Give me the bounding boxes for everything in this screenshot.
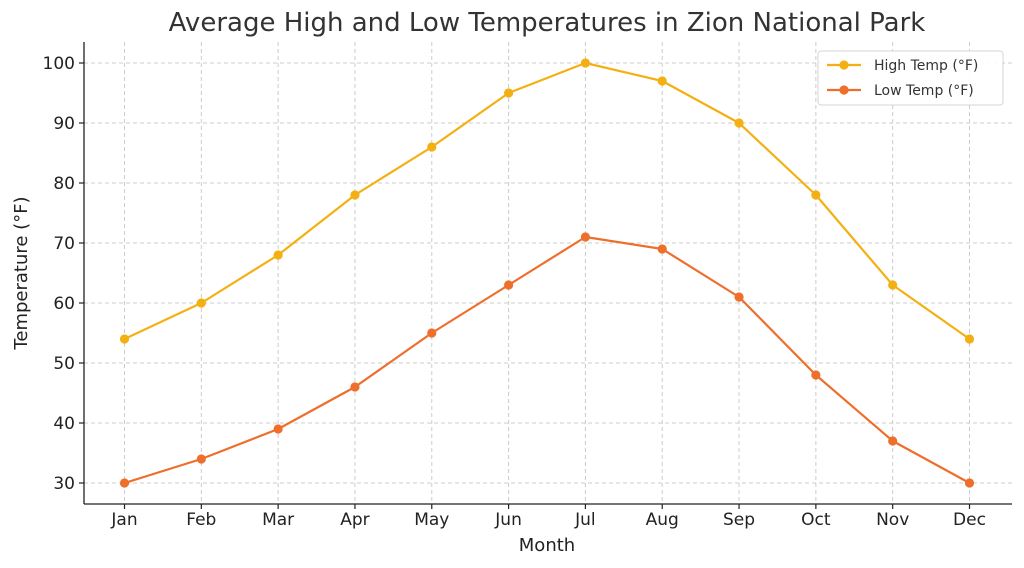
grid xyxy=(84,42,1012,504)
legend-box xyxy=(817,50,1004,106)
y-tick-label: 50 xyxy=(53,354,75,374)
data-point xyxy=(888,436,898,446)
data-point xyxy=(503,88,514,98)
x-axis-label: Month xyxy=(519,535,575,556)
y-ticks: 30 40 50 60 70 80 90 100 xyxy=(43,54,84,494)
data-point xyxy=(657,244,667,254)
x-tick-label: Dec xyxy=(953,510,986,530)
data-point xyxy=(811,370,821,380)
y-tick-label: 30 xyxy=(53,474,75,494)
chart-title: Average High and Low Temperatures in Zio… xyxy=(169,8,926,38)
series-line xyxy=(124,61,971,340)
data-point xyxy=(350,190,360,200)
x-tick-label: May xyxy=(414,510,449,530)
x-tick-label: Nov xyxy=(876,510,909,530)
x-tick-label: Jun xyxy=(494,510,522,530)
series-line xyxy=(124,235,971,485)
data-point xyxy=(273,424,283,434)
x-ticks: Jan Feb Mar Apr May Jun Jul Aug Sep Oct Nov Dec xyxy=(110,504,986,530)
data-point xyxy=(964,478,975,488)
data-point xyxy=(119,478,130,488)
y-axis-label: Temperature (°F) xyxy=(11,196,32,350)
data-point xyxy=(119,334,130,344)
legend-swatch-marker xyxy=(839,60,849,70)
legend: High Temp (°F) Low Temp (°F) xyxy=(817,50,1004,106)
x-tick-label: Apr xyxy=(340,510,369,530)
x-tick-label: Sep xyxy=(723,510,755,530)
data-point xyxy=(350,382,360,392)
data-point xyxy=(734,292,744,302)
data-point xyxy=(888,280,898,290)
y-tick-label: 80 xyxy=(53,174,75,194)
y-tick-label: 100 xyxy=(43,54,75,74)
data-point xyxy=(196,298,206,308)
data-point xyxy=(964,334,975,344)
data-point xyxy=(811,190,821,200)
legend-label: Low Temp (°F) xyxy=(874,83,974,99)
data-point xyxy=(503,280,514,290)
y-tick-label: 90 xyxy=(53,114,75,134)
axes xyxy=(83,42,1012,505)
data-point xyxy=(427,328,437,338)
y-tick-label: 70 xyxy=(53,234,75,254)
y-tick-label: 40 xyxy=(53,414,75,434)
x-tick-label: Jul xyxy=(574,510,596,530)
data-point xyxy=(657,76,667,86)
legend-label: High Temp (°F) xyxy=(874,58,978,74)
data-point xyxy=(580,58,591,68)
data-point xyxy=(734,118,744,128)
x-tick-label: Oct xyxy=(801,510,831,530)
series-layer xyxy=(119,58,975,488)
y-tick-label: 60 xyxy=(53,294,75,314)
data-point xyxy=(580,232,591,242)
x-tick-label: Feb xyxy=(186,510,216,530)
legend-swatch-marker xyxy=(839,85,849,95)
data-point xyxy=(427,142,437,152)
x-tick-label: Jan xyxy=(110,510,137,530)
data-point xyxy=(273,250,283,260)
data-point xyxy=(196,454,206,464)
x-tick-label: Aug xyxy=(646,510,679,530)
x-tick-label: Mar xyxy=(262,510,294,530)
